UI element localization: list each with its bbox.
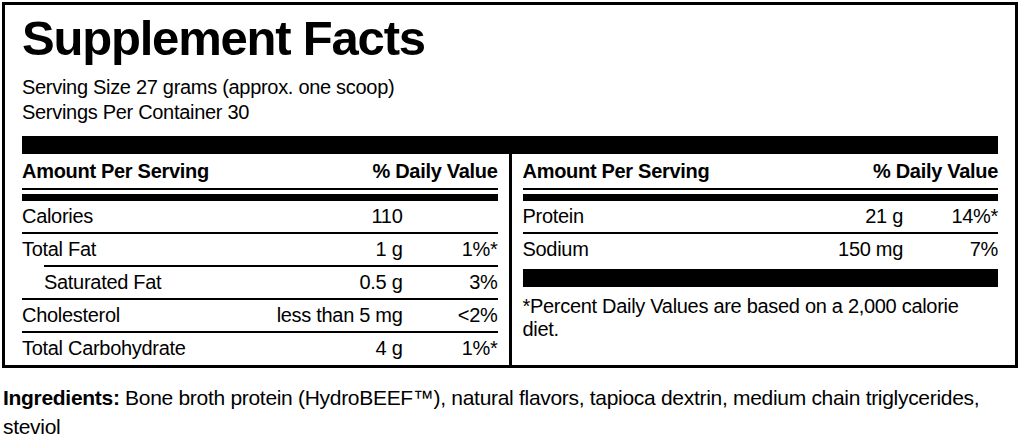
nutrient-row-total-carbohydrate: Total Carbohydrate 4 g 1%*	[22, 333, 498, 364]
supplement-facts-panel: Supplement Facts Serving Size 27 grams (…	[0, 0, 1024, 446]
serving-size-line: Serving Size 27 grams (approx. one scoop…	[22, 75, 998, 100]
nutrient-row-sodium: Sodium 150 mg 7%	[523, 234, 999, 265]
amount-per-serving-label: Amount Per Serving	[523, 160, 710, 183]
nutrient-amount: 1 g	[376, 238, 403, 261]
nutrient-row-protein: Protein 21 g 14%*	[523, 201, 999, 232]
serving-info: Serving Size 27 grams (approx. one scoop…	[22, 75, 998, 125]
facts-box: Supplement Facts Serving Size 27 grams (…	[2, 2, 1018, 368]
nutrient-dv: 7%	[903, 238, 998, 261]
servings-per-container-line: Servings Per Container 30	[22, 100, 998, 125]
nutrient-name: Saturated Fat	[22, 271, 360, 294]
left-column-header: Amount Per Serving % Daily Value	[22, 154, 498, 190]
label-title: Supplement Facts	[22, 14, 998, 64]
right-column-header: Amount Per Serving % Daily Value	[523, 154, 999, 190]
ingredients-label: Ingredients:	[3, 386, 120, 409]
ingredients-text: Bone broth protein (HydroBEEF™), natural…	[3, 386, 979, 438]
nutrient-name: Calories	[22, 205, 372, 228]
nutrient-dv: 1%*	[403, 337, 498, 360]
ingredients-line-2: glycosides (from organic Stevia rebaudia…	[3, 441, 1021, 446]
nutrient-name: Total Fat	[22, 238, 376, 261]
daily-value-footnote: *Percent Daily Values are based on a 2,0…	[523, 287, 999, 341]
thick-divider-bar	[22, 136, 998, 154]
nutrient-amount: 0.5 g	[360, 271, 403, 294]
facts-columns: Amount Per Serving % Daily Value Calorie…	[22, 154, 998, 365]
nutrient-dv: 14%*	[903, 205, 998, 228]
daily-value-label: % Daily Value	[372, 160, 497, 183]
nutrient-amount: 4 g	[376, 337, 403, 360]
nutrient-dv: 3%	[403, 271, 498, 294]
nutrient-amount: 110	[372, 205, 403, 228]
amount-per-serving-label: Amount Per Serving	[22, 160, 209, 183]
nutrient-row-calories: Calories 110	[22, 201, 498, 232]
nutrient-row-cholesterol: Cholesterol less than 5 mg <2%	[22, 300, 498, 331]
column-divider	[509, 154, 512, 365]
nutrient-amount: 150 mg	[838, 238, 903, 261]
nutrient-dv: 1%*	[403, 238, 498, 261]
header-divider-bar	[523, 194, 999, 201]
nutrient-name: Protein	[523, 205, 866, 228]
nutrient-name: Sodium	[523, 238, 839, 261]
facts-left-column: Amount Per Serving % Daily Value Calorie…	[22, 154, 498, 365]
footnote-divider-bar	[523, 269, 999, 287]
facts-right-column: Amount Per Serving % Daily Value Protein…	[523, 154, 999, 365]
daily-value-label: % Daily Value	[873, 160, 998, 183]
nutrient-name: Cholesterol	[22, 304, 277, 327]
nutrient-dv: <2%	[403, 304, 498, 327]
nutrient-amount: 21 g	[865, 205, 903, 228]
nutrient-row-total-fat: Total Fat 1 g 1%*	[22, 234, 498, 265]
nutrient-amount: less than 5 mg	[277, 304, 403, 327]
nutrient-name: Total Carbohydrate	[22, 337, 376, 360]
nutrient-row-saturated-fat: Saturated Fat 0.5 g 3%	[22, 267, 498, 298]
ingredients-paragraph: Ingredients: Bone broth protein (HydroBE…	[3, 383, 1021, 446]
header-divider-bar	[22, 194, 498, 201]
ingredients-line-1: Ingredients: Bone broth protein (HydroBE…	[3, 383, 1021, 441]
